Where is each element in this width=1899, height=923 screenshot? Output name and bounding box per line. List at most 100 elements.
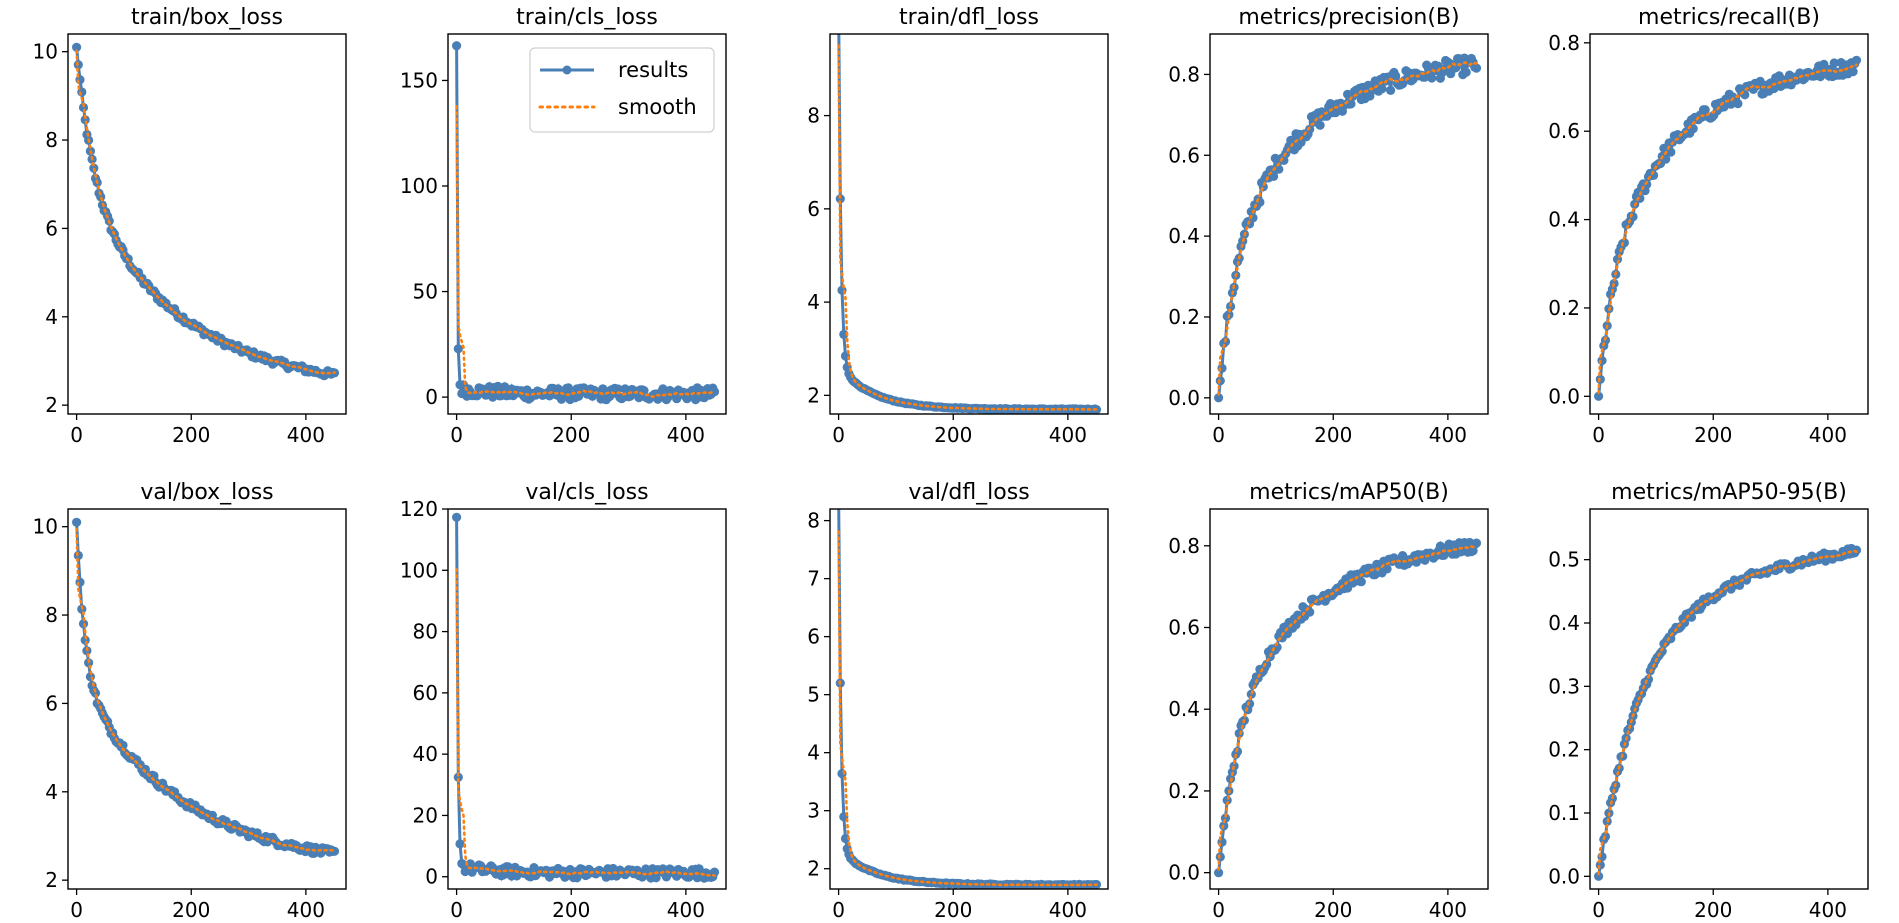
axes-frame — [1589, 508, 1869, 890]
y-tick-label: 3 — [807, 799, 820, 823]
results-point — [691, 395, 701, 405]
x-tick-label: 0 — [832, 423, 845, 447]
x-tick-label: 400 — [1429, 898, 1467, 922]
x-tick-label: 400 — [1429, 423, 1467, 447]
plot-area — [1214, 537, 1482, 878]
plot-area — [72, 517, 340, 859]
y-tick-label: 2 — [45, 868, 58, 892]
x-tick-label: 200 — [1314, 898, 1352, 922]
y-tick-label: 0 — [425, 865, 438, 889]
results-point — [1220, 813, 1231, 823]
y-tick-label: 6 — [45, 216, 58, 240]
results-point — [1356, 577, 1366, 587]
x-tick-label: 0 — [450, 423, 463, 447]
x-tick-label: 200 — [172, 898, 210, 922]
axes-frame — [1209, 508, 1489, 890]
subplot-train-cls-loss: train/cls_loss 0 200 400 0 50 100 150 — [400, 5, 727, 447]
plot-area — [452, 512, 720, 883]
x-tick-label: 400 — [287, 898, 325, 922]
subplot-title: val/cls_loss — [525, 480, 648, 505]
y-tick-label: 0.3 — [1548, 674, 1580, 698]
y-tick-label: 7 — [807, 567, 820, 591]
legend-smooth-label: smooth — [618, 95, 697, 119]
results-point — [1471, 63, 1482, 73]
axes-frame — [67, 33, 347, 415]
axes-frame — [447, 33, 727, 415]
results-point — [1391, 71, 1401, 81]
plot-area — [452, 41, 720, 405]
x-tick-label: 0 — [70, 423, 83, 447]
y-tick-label: 0.5 — [1548, 548, 1580, 572]
y-tick-label: 2 — [45, 393, 58, 417]
results-point — [1346, 99, 1356, 109]
y-tick-label: 6 — [45, 691, 58, 715]
results-point — [613, 384, 623, 394]
axes-frame — [1209, 33, 1489, 415]
x-tick-label: 400 — [1809, 423, 1847, 447]
results-point — [553, 384, 563, 394]
y-tick-label: 0.6 — [1548, 119, 1580, 143]
results-point — [1594, 391, 1604, 401]
results-point — [1315, 120, 1325, 130]
x-tick-label: 400 — [1049, 898, 1087, 922]
results-point — [1214, 868, 1224, 878]
results-point — [1597, 356, 1607, 366]
smooth-series-line — [455, 105, 716, 399]
y-tick-label: 8 — [807, 509, 820, 533]
y-tick-label: 0.0 — [1548, 864, 1580, 888]
x-tick-label: 200 — [1314, 423, 1352, 447]
y-tick-label: 120 — [400, 497, 438, 521]
results-point — [72, 42, 82, 52]
results-point — [1848, 67, 1858, 77]
results-point — [1733, 99, 1743, 109]
y-tick-label: 2 — [807, 383, 820, 407]
results-point — [1330, 108, 1341, 118]
y-tick-label: 10 — [33, 40, 58, 64]
y-tick-label: 0.4 — [1168, 224, 1200, 248]
subplot-train-box-loss: train/box_loss 0 200 400 2 4 6 8 10 — [33, 5, 347, 447]
x-tick-label: 200 — [172, 423, 210, 447]
x-tick-label: 0 — [1592, 423, 1605, 447]
plot-area — [835, 509, 1102, 889]
y-tick-label: 4 — [45, 305, 58, 329]
y-tick-label: 0.1 — [1548, 801, 1580, 825]
y-tick-label: 50 — [413, 280, 438, 304]
x-tick-label: 200 — [934, 898, 972, 922]
subplot-metrics-precision-b-: metrics/precision(B) 0 200 400 0.0 0.2 0.4 0.6 0… — [1168, 5, 1489, 447]
results-point — [72, 517, 82, 527]
subplot-title: metrics/recall(B) — [1638, 5, 1820, 30]
subplot-metrics-recall-b-: metrics/recall(B) 0 200 400 0.0 0.2 0.4 0.6 0.8 — [1548, 5, 1869, 447]
y-tick-label: 0 — [425, 385, 438, 409]
results-point — [1851, 55, 1862, 65]
y-tick-label: 0.6 — [1168, 615, 1200, 639]
y-tick-label: 4 — [807, 741, 820, 765]
plot-area — [1214, 53, 1482, 403]
results-point — [80, 115, 90, 125]
axes-frame — [829, 508, 1109, 890]
y-tick-label: 6 — [807, 625, 820, 649]
results-point — [1851, 545, 1862, 555]
results-point — [1382, 564, 1392, 574]
results-point — [563, 383, 574, 393]
subplot-title: metrics/precision(B) — [1238, 5, 1459, 30]
y-tick-label: 100 — [400, 174, 438, 198]
smooth-series-line — [1217, 545, 1478, 871]
smooth-series-line — [837, 530, 1098, 887]
subplot-metrics-map50-b-: metrics/mAP50(B) 0 200 400 0.0 0.2 0.4 0.6 0.8 — [1168, 480, 1489, 922]
y-tick-label: 2 — [807, 857, 820, 881]
results-point — [453, 772, 463, 782]
results-point — [1427, 73, 1437, 83]
y-tick-label: 0.8 — [1168, 534, 1200, 558]
results-point — [452, 41, 462, 51]
y-tick-label: 4 — [45, 780, 58, 804]
y-tick-label: 6 — [807, 197, 820, 221]
y-tick-label: 4 — [807, 290, 820, 314]
results-point — [118, 740, 128, 750]
y-tick-label: 150 — [400, 68, 438, 92]
y-tick-label: 100 — [400, 558, 438, 582]
subplot-metrics-map50-95-b-: metrics/mAP50-95(B) 0 200 400 0.0 0.1 0.2 0.3 0.… — [1548, 480, 1869, 922]
subplot-title: val/dfl_loss — [908, 480, 1029, 505]
x-tick-label: 0 — [832, 898, 845, 922]
results-point — [455, 839, 465, 849]
